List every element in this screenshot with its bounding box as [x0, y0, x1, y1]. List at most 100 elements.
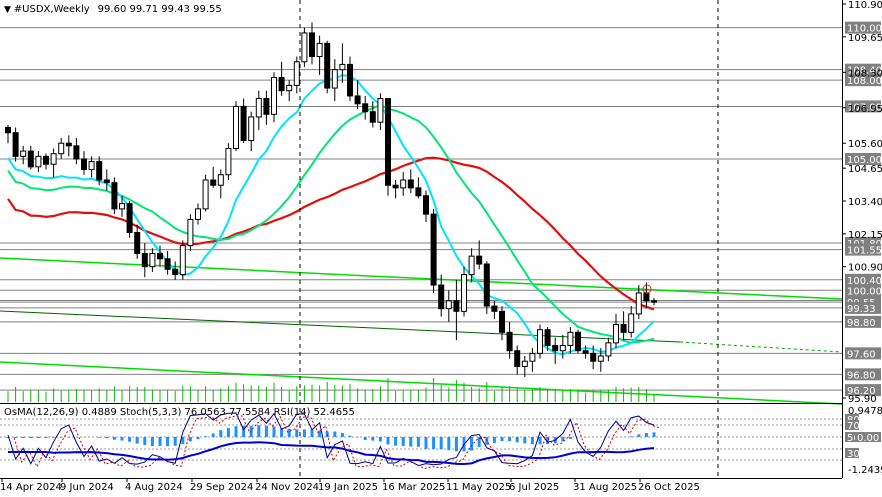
- candle[interactable]: [134, 232, 141, 255]
- price-label-box: [845, 347, 881, 360]
- candle[interactable]: [369, 111, 376, 123]
- candle[interactable]: [286, 84, 293, 92]
- candle[interactable]: [430, 213, 437, 286]
- candle[interactable]: [81, 158, 87, 170]
- candle[interactable]: [202, 179, 209, 210]
- candle[interactable]: [514, 350, 521, 367]
- candle[interactable]: [400, 179, 407, 189]
- candle[interactable]: [559, 344, 566, 352]
- candle[interactable]: [506, 331, 513, 352]
- candle[interactable]: [141, 253, 148, 268]
- candle[interactable]: [643, 292, 650, 302]
- candle[interactable]: [50, 153, 57, 165]
- candle[interactable]: [582, 350, 589, 354]
- price-label: 107.00: [847, 102, 882, 113]
- candle[interactable]: [111, 182, 118, 210]
- candle[interactable]: [35, 155, 42, 168]
- candle[interactable]: [103, 179, 110, 184]
- candle[interactable]: [316, 42, 323, 58]
- candle[interactable]: [385, 98, 391, 186]
- candle[interactable]: [195, 208, 201, 220]
- indicator-level-box: [845, 432, 859, 442]
- candle[interactable]: [27, 150, 34, 168]
- candle[interactable]: [88, 161, 95, 170]
- candle[interactable]: [149, 253, 156, 268]
- candle[interactable]: [354, 95, 361, 105]
- price-tick-label: 109.65: [848, 33, 882, 44]
- osma-bar: [204, 436, 208, 437]
- candle[interactable]: [461, 274, 467, 312]
- time-axis-label: 11 May 2025: [446, 482, 511, 493]
- candle[interactable]: [491, 305, 498, 312]
- candle[interactable]: [301, 32, 308, 63]
- candle[interactable]: [537, 329, 543, 354]
- indicator-panel[interactable]: OsMA(12,26,9) 0.4889 Stoch(5,3,3) 76.056…: [0, 407, 842, 470]
- candle[interactable]: [415, 187, 422, 197]
- candle[interactable]: [5, 126, 11, 134]
- candle[interactable]: [575, 331, 581, 352]
- candle[interactable]: [499, 310, 505, 333]
- osma-bar: [36, 437, 40, 438]
- candle[interactable]: [255, 98, 262, 118]
- candle[interactable]: [529, 352, 536, 362]
- candle[interactable]: [309, 32, 315, 58]
- candle[interactable]: [172, 268, 179, 276]
- candle[interactable]: [521, 360, 528, 367]
- candle[interactable]: [597, 355, 604, 362]
- candle[interactable]: [362, 103, 369, 113]
- candle[interactable]: [438, 284, 445, 310]
- price-panel[interactable]: ▼ #USDX,Weekly 99.60 99.71 99.43 99.55: [0, 0, 843, 478]
- candle[interactable]: [157, 253, 163, 260]
- candle[interactable]: [217, 174, 224, 186]
- candle[interactable]: [65, 142, 72, 147]
- candle[interactable]: [324, 42, 331, 89]
- candle[interactable]: [73, 145, 80, 160]
- candle[interactable]: [20, 150, 27, 157]
- candle[interactable]: [187, 218, 194, 247]
- candle[interactable]: [423, 195, 429, 215]
- candle[interactable]: [96, 161, 103, 181]
- candle[interactable]: [12, 132, 19, 157]
- candle[interactable]: [347, 63, 353, 97]
- candle[interactable]: [567, 331, 574, 346]
- candle[interactable]: [468, 255, 475, 276]
- candle[interactable]: [240, 105, 247, 142]
- candle[interactable]: [278, 77, 285, 92]
- candle[interactable]: [635, 292, 642, 315]
- candle[interactable]: [263, 98, 270, 115]
- candle[interactable]: [293, 61, 300, 86]
- candle[interactable]: [271, 77, 277, 115]
- candle[interactable]: [179, 245, 186, 276]
- candle[interactable]: [613, 323, 619, 344]
- candle[interactable]: [225, 147, 232, 176]
- candle[interactable]: [392, 184, 399, 189]
- candle[interactable]: [605, 342, 612, 357]
- rsi-line: [8, 441, 655, 466]
- candle[interactable]: [407, 179, 414, 189]
- candle[interactable]: [119, 203, 125, 210]
- candle[interactable]: [331, 69, 338, 89]
- candles[interactable]: [5, 22, 657, 377]
- candle[interactable]: [620, 323, 627, 333]
- candle[interactable]: [164, 258, 171, 270]
- candle[interactable]: [339, 63, 346, 71]
- candle[interactable]: [210, 179, 217, 186]
- price-axis[interactable]: 110.00108.40108.00107.00105.00101.80101.…: [842, 0, 882, 405]
- candle[interactable]: [453, 300, 460, 312]
- candle[interactable]: [445, 300, 452, 310]
- candle[interactable]: [126, 203, 133, 234]
- candle[interactable]: [58, 142, 65, 155]
- candle[interactable]: [651, 300, 657, 303]
- candle[interactable]: [377, 98, 384, 123]
- candle[interactable]: [544, 329, 551, 346]
- candle[interactable]: [233, 105, 239, 149]
- candle[interactable]: [552, 344, 559, 352]
- candle[interactable]: [483, 263, 490, 307]
- candle[interactable]: [476, 255, 483, 265]
- candle[interactable]: [43, 155, 49, 165]
- candle[interactable]: [628, 313, 635, 333]
- candle[interactable]: [590, 352, 597, 362]
- candle[interactable]: [248, 116, 255, 142]
